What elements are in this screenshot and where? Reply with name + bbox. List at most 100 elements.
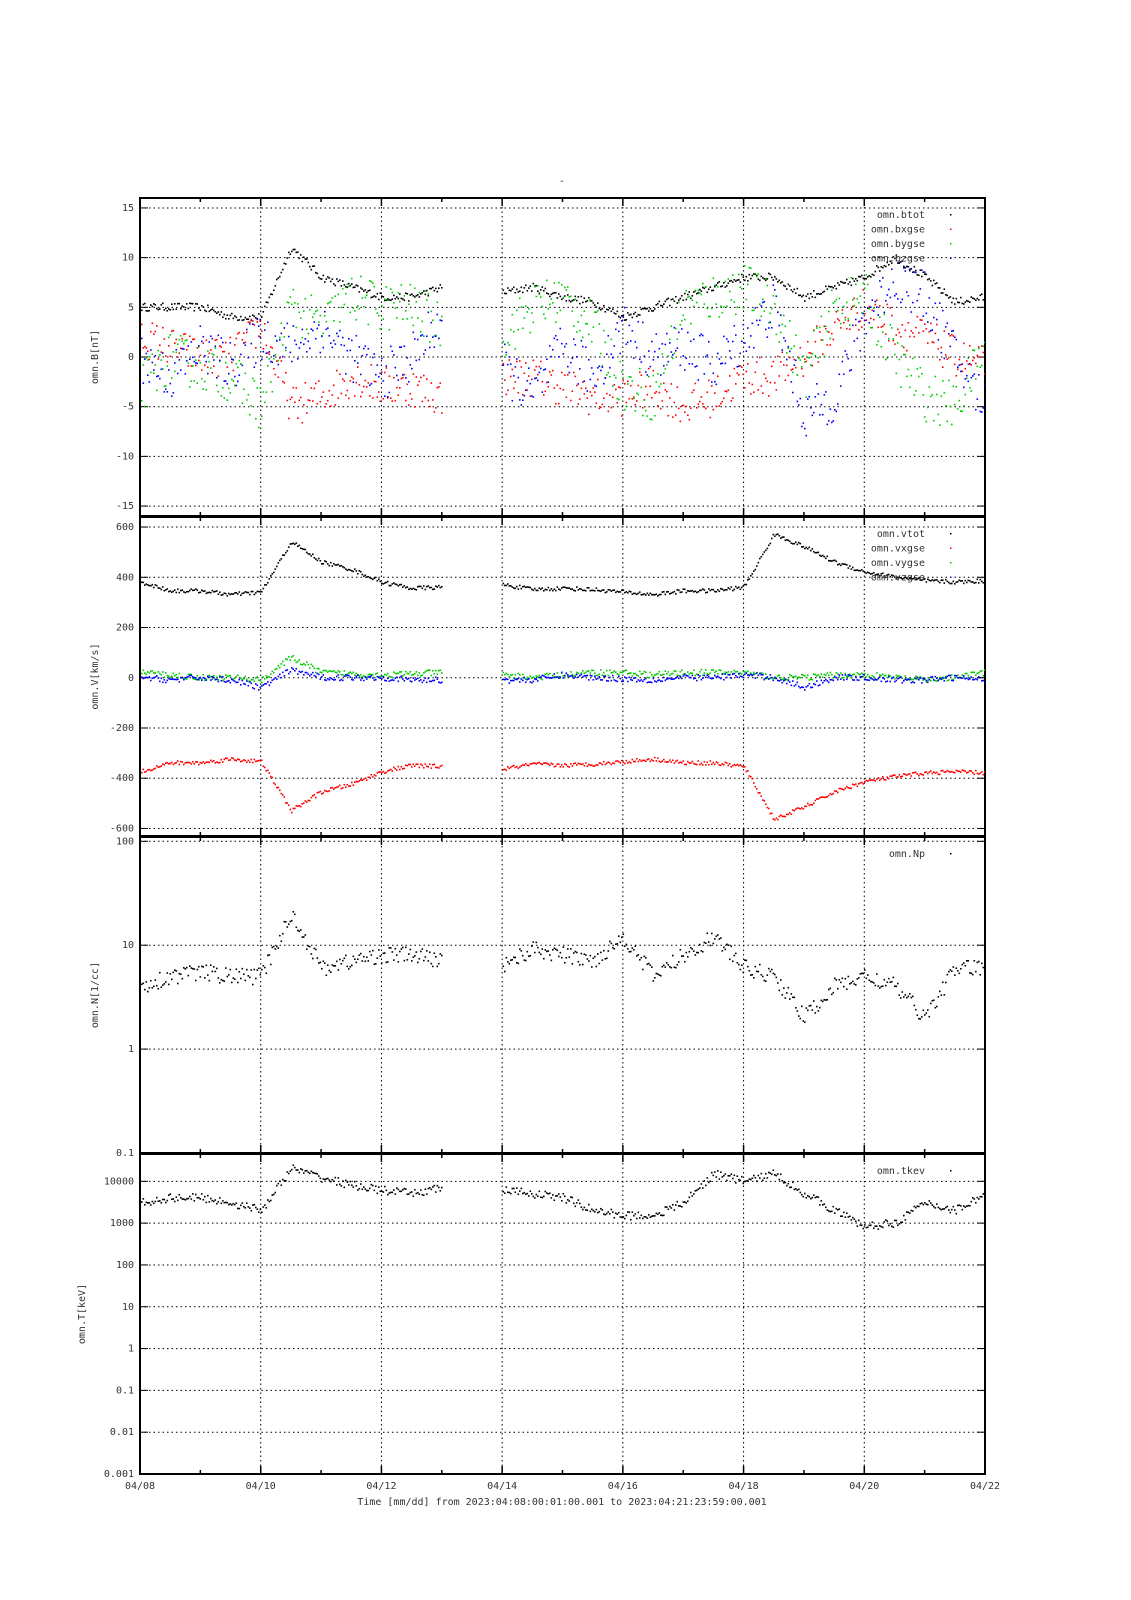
y-tick-label: 1 (128, 1044, 134, 1055)
data-point (595, 674, 598, 677)
y-tick-label: -600 (110, 823, 134, 834)
data-point (870, 677, 872, 679)
data-point (204, 977, 206, 979)
data-point (330, 971, 332, 973)
data-point (262, 765, 265, 768)
data-point (682, 955, 685, 957)
data-point (559, 677, 562, 679)
data-point (346, 389, 349, 392)
data-point (690, 672, 692, 674)
data-point (954, 674, 956, 677)
data-point (723, 397, 725, 400)
data-point (600, 406, 602, 409)
data-point (717, 352, 719, 355)
data-point (382, 952, 385, 955)
data-point (595, 311, 598, 313)
data-point (397, 379, 400, 381)
data-point (720, 937, 722, 939)
data-point (597, 309, 599, 312)
data-point (252, 377, 254, 380)
data-point (774, 819, 776, 821)
data-point (843, 282, 845, 284)
data-point (307, 261, 310, 264)
data-point (379, 327, 382, 330)
data-point (793, 364, 796, 366)
data-point (421, 291, 424, 294)
data-point (402, 946, 404, 949)
data-point (394, 767, 397, 770)
data-point (769, 677, 772, 680)
series-bzgse (141, 261, 985, 437)
data-point (517, 291, 520, 293)
data-point (250, 682, 253, 685)
data-point (229, 392, 232, 394)
data-point (879, 316, 881, 319)
data-point (676, 302, 679, 304)
data-point (420, 679, 422, 681)
data-point (874, 574, 877, 576)
data-point (729, 350, 731, 352)
data-point (198, 763, 200, 766)
data-point (708, 288, 710, 291)
data-point (945, 354, 947, 356)
data-point (841, 281, 844, 284)
y-tick-label: -10 (116, 451, 134, 462)
data-point (886, 303, 889, 306)
data-point (231, 981, 233, 984)
data-point (393, 671, 395, 673)
data-point (913, 265, 916, 268)
data-point (258, 679, 260, 682)
data-point (766, 380, 769, 383)
data-point (172, 971, 175, 974)
data-point (601, 679, 604, 681)
data-point (334, 564, 337, 566)
data-point (439, 344, 442, 347)
data-point (211, 678, 214, 681)
data-point (205, 761, 208, 764)
data-point (363, 575, 365, 578)
data-point (931, 999, 934, 1002)
data-point (885, 333, 887, 335)
data-point (838, 676, 841, 678)
data-point (738, 586, 740, 588)
data-point (189, 674, 191, 677)
data-point (775, 295, 778, 298)
data-point (160, 765, 163, 767)
data-point (877, 777, 880, 779)
data-point (741, 586, 743, 589)
data-point (606, 957, 608, 960)
data-point (864, 277, 866, 280)
data-point (948, 581, 950, 584)
data-point (349, 965, 352, 968)
data-point (160, 986, 163, 989)
data-point (627, 341, 629, 344)
data-point (970, 296, 973, 298)
data-point (519, 297, 521, 300)
data-point (226, 314, 229, 316)
data-point (156, 307, 158, 310)
data-point (889, 680, 892, 683)
data-point (154, 672, 157, 674)
data-point (762, 298, 764, 301)
data-point (352, 307, 355, 309)
data-point (250, 318, 253, 321)
data-point (358, 308, 361, 310)
data-point (601, 589, 604, 592)
data-point (510, 674, 512, 677)
data-point (559, 589, 562, 591)
data-point (862, 312, 865, 315)
data-point (337, 674, 340, 676)
data-point (192, 589, 194, 592)
data-point (951, 674, 953, 676)
data-point (837, 563, 839, 566)
data-point (900, 261, 902, 263)
data-point (292, 910, 295, 913)
data-point (823, 680, 826, 682)
data-point (147, 310, 149, 312)
data-point (324, 789, 326, 792)
data-point (798, 541, 800, 544)
data-point (369, 384, 371, 387)
data-point (508, 676, 511, 678)
data-point (561, 342, 563, 345)
data-point (675, 593, 677, 595)
